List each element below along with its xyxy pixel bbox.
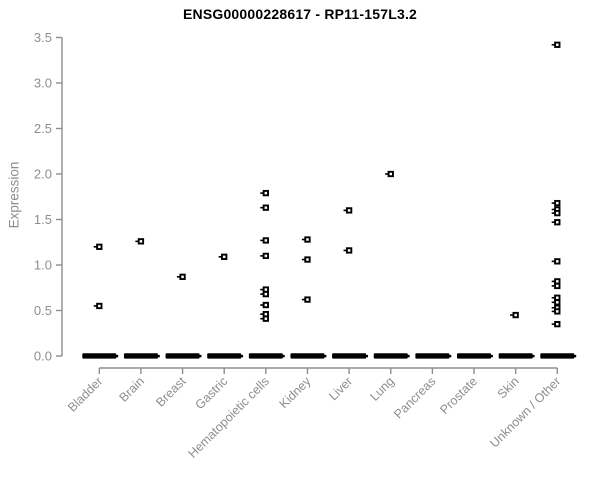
- data-point: [262, 204, 269, 211]
- category-label: Breast: [153, 374, 189, 410]
- data-point: [304, 236, 311, 243]
- data-point: [345, 207, 353, 214]
- data-point: [554, 321, 561, 328]
- zero-band: [415, 353, 450, 359]
- zero-band: [373, 353, 408, 359]
- data-point: [554, 299, 561, 306]
- data-point: [554, 41, 561, 48]
- data-point: [387, 170, 394, 178]
- category-label: Unknown / Other: [487, 374, 563, 450]
- data-point: [262, 189, 269, 197]
- data-point: [262, 290, 269, 298]
- data-point: [554, 199, 561, 207]
- category-label: Prostate: [437, 374, 480, 417]
- zero-band: [332, 353, 367, 359]
- y-tick-label: 0.5: [34, 303, 52, 318]
- zero-band: [540, 353, 575, 359]
- data-point: [262, 315, 269, 322]
- data-point: [554, 219, 561, 226]
- y-tick-label: 2.5: [34, 121, 52, 136]
- zero-band-end: [448, 354, 452, 358]
- category-label: Skin: [495, 374, 522, 401]
- category-label: Bladder: [65, 374, 105, 414]
- data-point: [345, 247, 353, 254]
- zero-band-end: [240, 354, 244, 358]
- data-point: [554, 258, 561, 265]
- zero-band: [165, 353, 200, 359]
- zero-band-end: [115, 354, 119, 358]
- zero-band: [207, 353, 242, 359]
- data-point: [179, 273, 186, 280]
- y-tick-label: 3.5: [34, 30, 52, 45]
- category-label: Brain: [117, 374, 148, 405]
- data-point: [262, 301, 269, 309]
- category-label: Gastric: [192, 374, 230, 412]
- zero-band: [498, 353, 533, 359]
- data-point: [262, 237, 269, 244]
- zero-band-end: [157, 354, 160, 358]
- y-tick-label: 0.0: [34, 349, 52, 364]
- data-point: [96, 243, 103, 250]
- zero-band: [248, 353, 283, 359]
- zero-band: [457, 353, 492, 359]
- data-point: [96, 302, 103, 310]
- y-tick-label: 1.0: [34, 258, 52, 273]
- zero-band: [290, 353, 325, 359]
- data-point: [304, 256, 311, 263]
- category-label: Kidney: [277, 374, 314, 411]
- y-tick-label: 1.5: [34, 212, 52, 227]
- data-point: [554, 282, 561, 290]
- category-label: Lung: [367, 374, 397, 404]
- category-label: Pancreas: [391, 374, 438, 421]
- category-label: Hematopoietic cells: [185, 374, 272, 461]
- zero-band-end: [323, 354, 327, 358]
- data-point: [512, 311, 519, 319]
- data-point: [137, 238, 145, 245]
- y-tick-label: 3.0: [34, 76, 52, 91]
- zero-band-end: [573, 354, 577, 358]
- y-tick-label: 2.0: [34, 167, 52, 182]
- category-label: Liver: [326, 374, 355, 403]
- data-point: [304, 296, 311, 303]
- data-point: [221, 253, 228, 260]
- zero-band: [123, 353, 158, 359]
- zero-band-end: [199, 354, 202, 358]
- zero-band-end: [490, 354, 493, 358]
- zero-band: [82, 353, 117, 359]
- zero-band-end: [407, 354, 410, 358]
- chart-title: ENSG00000228617 - RP11-157L3.2: [182, 6, 418, 22]
- data-point: [554, 308, 561, 315]
- zero-band-end: [365, 354, 369, 358]
- zero-band-end: [282, 354, 285, 358]
- data-point: [554, 209, 561, 217]
- data-point: [262, 252, 269, 260]
- zero-band-end: [532, 354, 535, 358]
